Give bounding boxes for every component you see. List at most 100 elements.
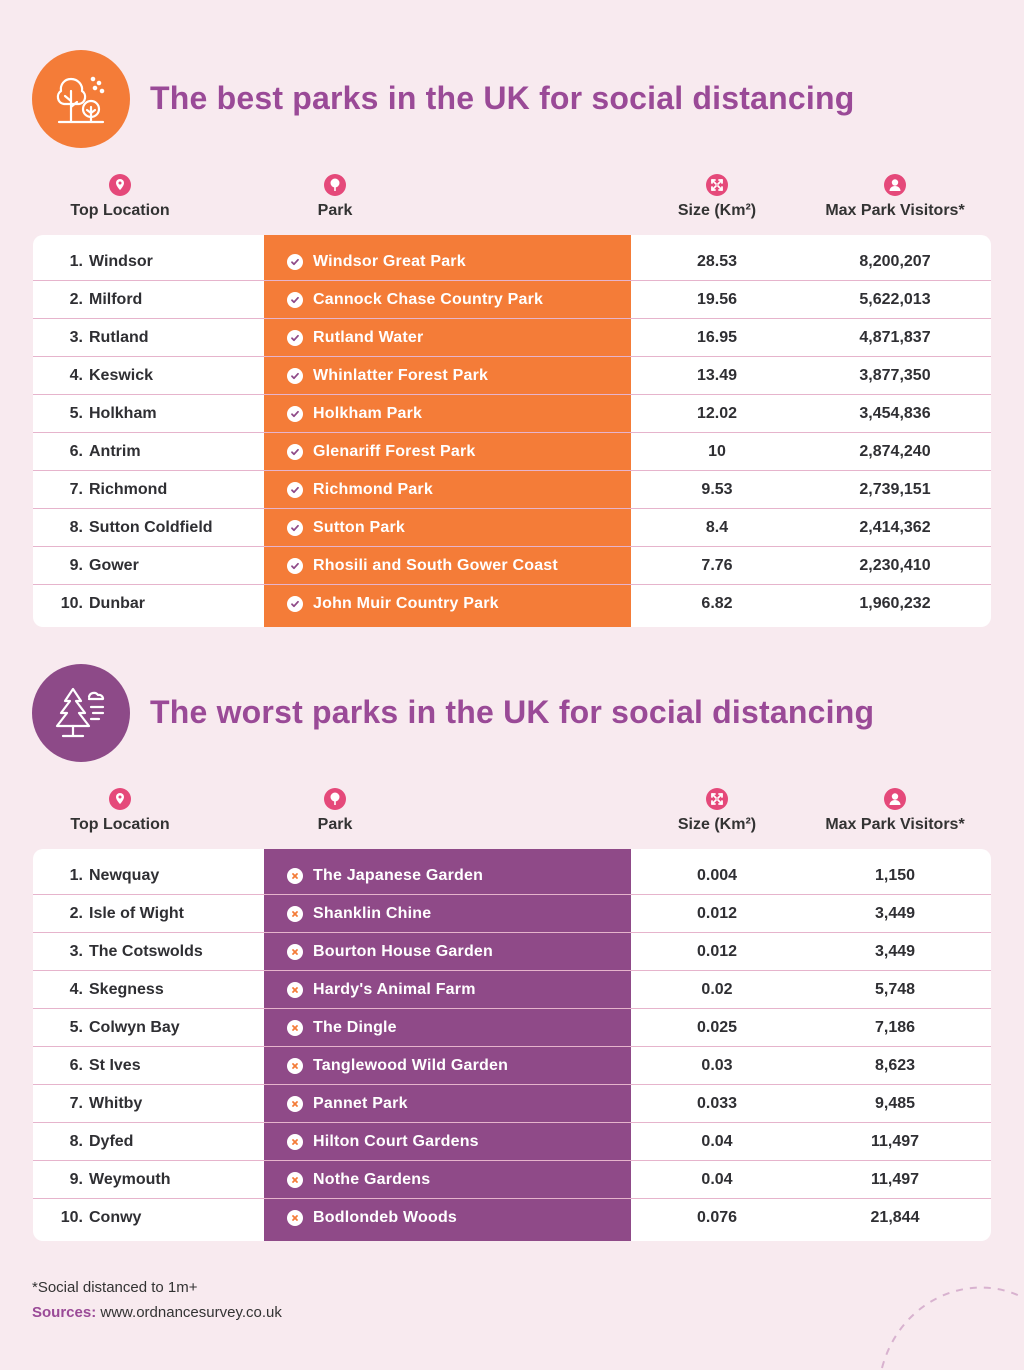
cross-icon — [287, 982, 303, 998]
rank-number: 9. — [69, 1171, 83, 1188]
best-parks-table: 1. Windsor Windsor Great Park 28.53 8,200,20… — [33, 235, 991, 627]
park-name: Bodlondeb Woods — [313, 1209, 458, 1226]
check-icon — [287, 254, 303, 270]
location-name: The Cotswolds — [89, 943, 203, 960]
max-visitors: 2,874,240 — [859, 443, 931, 460]
table-row: 7. Whitby Pannet Park 0.033 9,485 — [33, 1085, 991, 1123]
location-name: Rutland — [89, 329, 149, 346]
column-header-size: Size (Km²) — [670, 788, 764, 834]
max-visitors: 8,623 — [874, 1057, 916, 1074]
max-visitors: 2,414,362 — [859, 519, 931, 536]
max-visitors: 4,871,837 — [859, 329, 931, 346]
cross-icon — [287, 1058, 303, 1074]
location-name: Windsor — [89, 253, 153, 270]
park-name: Windsor Great Park — [313, 253, 466, 270]
park-name: Cannock Chase Country Park — [313, 291, 544, 308]
location-name: Antrim — [89, 443, 141, 460]
column-header-size-label: Size (Km²) — [677, 202, 757, 219]
rank-number: 7. — [69, 1095, 83, 1112]
check-icon — [287, 558, 303, 574]
worst-parks-table: 1. Newquay The Japanese Garden 0.004 1,150 2.… — [33, 849, 991, 1241]
max-visitors: 9,485 — [874, 1095, 916, 1112]
rank-number: 7. — [69, 481, 83, 498]
park-size: 9.53 — [701, 481, 733, 498]
cross-icon — [287, 944, 303, 960]
location-name: Weymouth — [89, 1171, 171, 1188]
decorative-dashed-arc — [881, 1286, 1024, 1369]
table-row: 5. Colwyn Bay The Dingle 0.025 7,186 — [33, 1009, 991, 1047]
trees-icon — [32, 50, 130, 148]
best-section-title: The best parks in the UK for social dist… — [150, 80, 855, 116]
check-icon — [287, 596, 303, 612]
max-visitors: 3,449 — [874, 943, 916, 960]
check-icon — [287, 482, 303, 498]
column-header-size-label: Size (Km²) — [677, 816, 757, 833]
cross-icon — [287, 1020, 303, 1036]
location-name: Keswick — [89, 367, 154, 384]
table-row: 8. Sutton Coldfield Sutton Park 8.4 2,414,36… — [33, 509, 991, 547]
table-row: 2. Milford Cannock Chase Country Park 19.56… — [33, 281, 991, 319]
park-size: 0.004 — [696, 867, 738, 884]
rank-number: 10. — [60, 1209, 83, 1226]
table-row: 3. Rutland Rutland Water 16.95 4,871,837 — [33, 319, 991, 357]
rank-number: 9. — [69, 557, 83, 574]
cross-icon — [287, 868, 303, 884]
location-name: Isle of Wight — [89, 905, 184, 922]
column-header-park: Park — [305, 788, 365, 834]
sources-label: Sources: — [32, 1304, 97, 1321]
location-name: Gower — [89, 557, 139, 574]
footnote: *Social distanced to 1m+ — [32, 1279, 198, 1296]
park-size: 0.04 — [701, 1171, 733, 1188]
table-row: 3. The Cotswolds Bourton House Garden 0.012… — [33, 933, 991, 971]
park-name: Rutland Water — [313, 329, 424, 346]
location-name: Whitby — [89, 1095, 143, 1112]
park-name: Rhosili and South Gower Coast — [313, 557, 558, 574]
rank-number: 6. — [69, 1057, 83, 1074]
max-visitors: 3,454,836 — [859, 405, 931, 422]
sources-link[interactable]: www.ordnancesurvey.co.uk — [100, 1304, 282, 1321]
table-row: 8. Dyfed Hilton Court Gardens 0.04 11,497 — [33, 1123, 991, 1161]
person-icon — [884, 788, 906, 810]
column-header-park-label: Park — [317, 816, 353, 833]
check-icon — [287, 520, 303, 536]
park-size: 10 — [708, 443, 726, 460]
park-size: 28.53 — [696, 253, 738, 270]
park-size: 6.82 — [701, 595, 733, 612]
max-visitors: 11,497 — [870, 1171, 920, 1188]
max-visitors: 1,960,232 — [859, 595, 931, 612]
column-header-location-label: Top Location — [70, 816, 170, 833]
check-icon — [287, 444, 303, 460]
max-visitors: 5,748 — [874, 981, 916, 998]
location-name: Milford — [89, 291, 143, 308]
max-visitors: 2,739,151 — [859, 481, 931, 498]
rank-number: 10. — [60, 595, 83, 612]
park-size: 8.4 — [705, 519, 729, 536]
column-header-location: Top Location — [66, 788, 174, 834]
max-visitors: 2,230,410 — [859, 557, 931, 574]
table-row: 10. Dunbar John Muir Country Park 6.82 1,960… — [33, 585, 991, 623]
park-name: Sutton Park — [313, 519, 405, 536]
park-name: Hardy's Animal Farm — [313, 981, 476, 998]
table-row: 4. Skegness Hardy's Animal Farm 0.02 5,748 — [33, 971, 991, 1009]
location-name: Holkham — [89, 405, 157, 422]
location-name: Dunbar — [89, 595, 145, 612]
max-visitors: 5,622,013 — [859, 291, 931, 308]
column-header-location-label: Top Location — [70, 202, 170, 219]
rank-number: 5. — [69, 1019, 83, 1036]
park-size: 0.012 — [696, 943, 738, 960]
park-name: Nothe Gardens — [313, 1171, 431, 1188]
max-visitors: 21,844 — [870, 1209, 920, 1226]
tree-icon — [324, 174, 346, 196]
tree-icon — [324, 788, 346, 810]
location-name: Colwyn Bay — [89, 1019, 180, 1036]
location-name: St Ives — [89, 1057, 141, 1074]
max-visitors: 3,449 — [874, 905, 916, 922]
park-name: Glenariff Forest Park — [313, 443, 476, 460]
column-header-location: Top Location — [66, 174, 174, 220]
worst-section-title: The worst parks in the UK for social dis… — [150, 694, 875, 730]
rank-number: 5. — [69, 405, 83, 422]
table-row: 9. Gower Rhosili and South Gower Coast 7.76… — [33, 547, 991, 585]
check-icon — [287, 330, 303, 346]
table-row: 10. Conwy Bodlondeb Woods 0.076 21,844 — [33, 1199, 991, 1237]
rank-number: 1. — [69, 867, 83, 884]
